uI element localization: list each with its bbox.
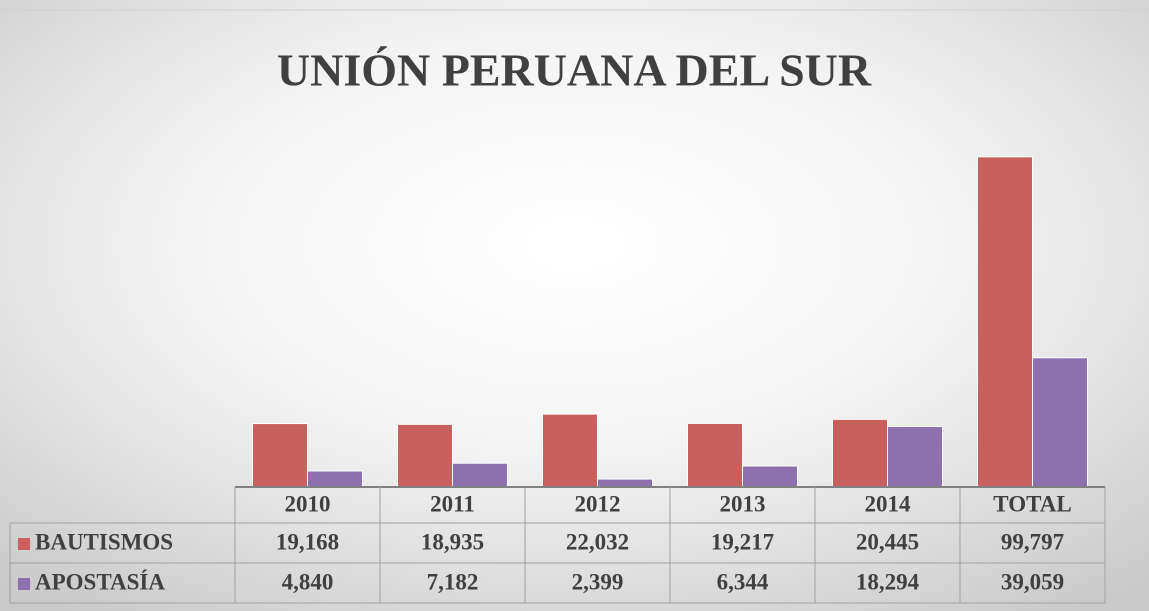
data-label: 18,935 xyxy=(421,529,484,554)
bar xyxy=(252,423,308,488)
bar xyxy=(307,470,363,488)
bar xyxy=(597,478,653,488)
data-label: 99,797 xyxy=(1001,529,1064,554)
bar xyxy=(452,462,508,488)
x-tick-label: 2010 xyxy=(285,491,331,516)
data-label: 19,217 xyxy=(711,529,774,554)
data-label: 4,840 xyxy=(282,569,334,594)
bar xyxy=(542,413,598,488)
bar xyxy=(1032,357,1088,488)
x-tick-label: 2011 xyxy=(430,491,475,516)
legend-label: APOSTASÍA xyxy=(35,569,165,594)
legend-key xyxy=(18,578,30,590)
x-tick-label: TOTAL xyxy=(993,491,1071,516)
legend-label: BAUTISMOS xyxy=(35,529,173,554)
bar xyxy=(887,425,943,488)
data-label: 18,294 xyxy=(856,569,920,594)
data-label: 20,445 xyxy=(856,529,919,554)
chart-title: UNIÓN PERUANA DEL SUR xyxy=(277,45,872,96)
bar xyxy=(687,422,743,488)
data-label: 6,344 xyxy=(717,569,769,594)
bar xyxy=(832,418,888,488)
data-label: 19,168 xyxy=(276,529,339,554)
data-label: 39,059 xyxy=(1001,569,1064,594)
data-label: 7,182 xyxy=(427,569,479,594)
x-tick-label: 2012 xyxy=(575,491,621,516)
bar xyxy=(742,465,798,488)
legend-key xyxy=(18,538,30,550)
x-tick-label: 2013 xyxy=(720,491,766,516)
data-label: 2,399 xyxy=(572,569,624,594)
x-tick-label: 2014 xyxy=(865,491,912,516)
data-label: 22,032 xyxy=(566,529,629,554)
bar xyxy=(397,423,453,488)
bar xyxy=(977,156,1033,488)
